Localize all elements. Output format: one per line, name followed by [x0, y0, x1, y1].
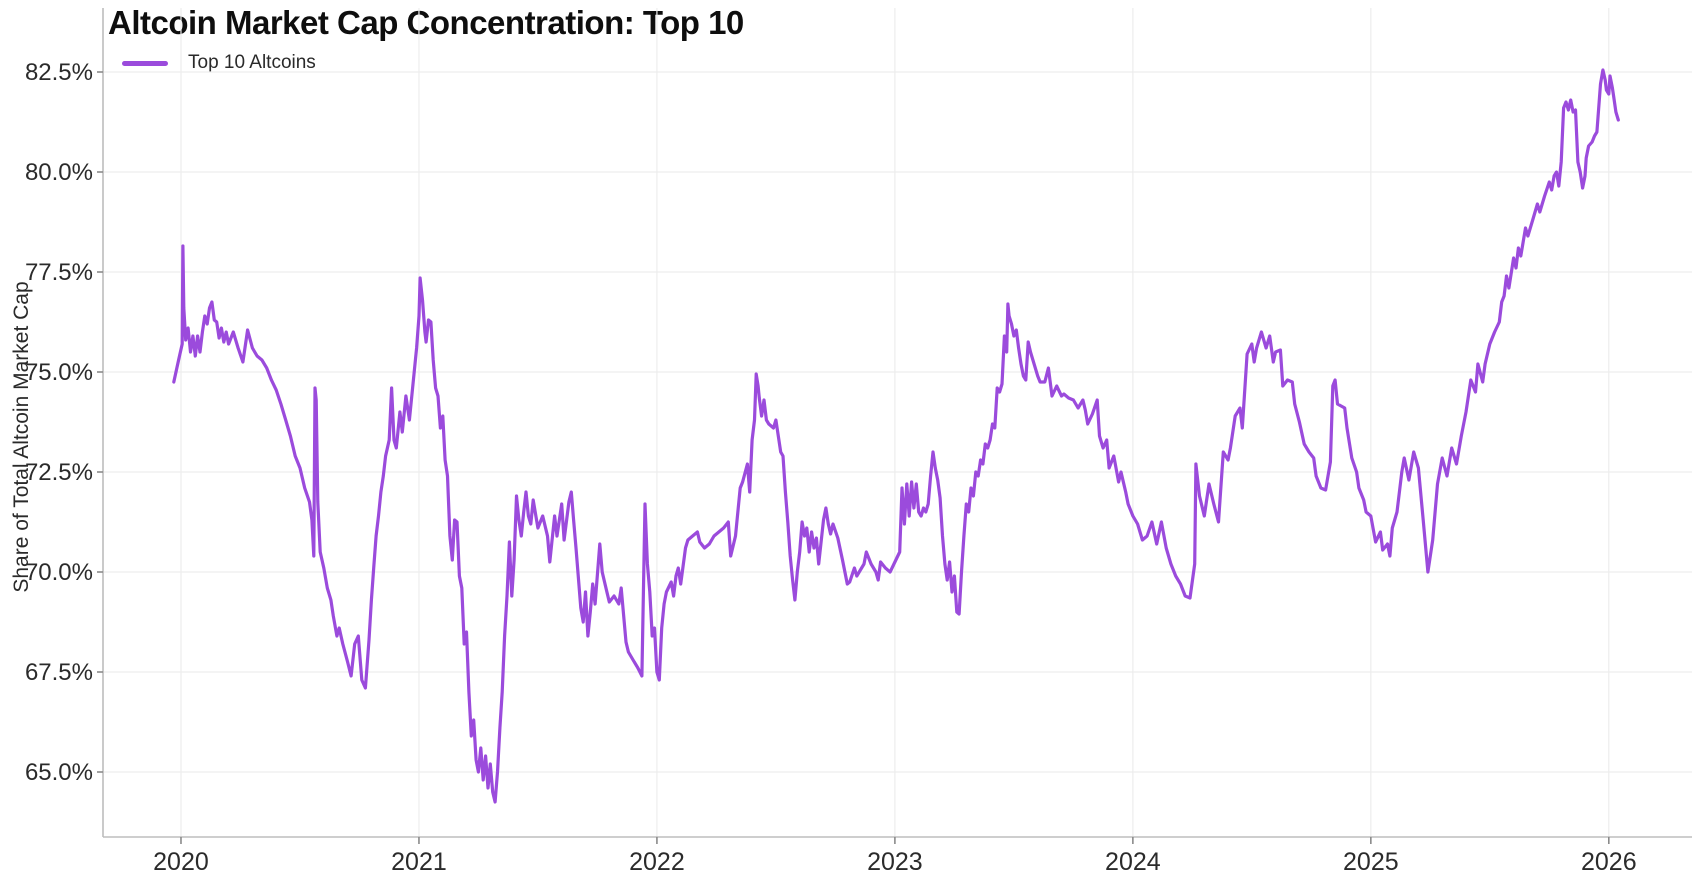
y-tick-label: 65.0%: [25, 759, 93, 786]
x-tick-label: 2026: [1581, 848, 1637, 874]
y-tick-label: 75.0%: [25, 359, 93, 386]
x-tick-label: 2022: [629, 848, 685, 874]
x-tick-label: 2025: [1343, 848, 1399, 874]
y-tick-label: 82.5%: [25, 59, 93, 86]
y-tick-label: 70.0%: [25, 559, 93, 586]
legend-line-swatch: [122, 60, 168, 66]
x-tick-label: 2024: [1105, 848, 1161, 874]
x-tick-label: 2023: [867, 848, 923, 874]
y-tick-label: 80.0%: [25, 159, 93, 186]
x-tick-label: 2021: [391, 848, 447, 874]
chart-title: Altcoin Market Cap Concentration: Top 10: [108, 4, 744, 41]
line-series: [172, 68, 1620, 804]
legend: Top 10 Altcoins: [122, 52, 316, 74]
y-tick-label: 77.5%: [25, 259, 93, 286]
x-tick-label: 2020: [153, 848, 209, 874]
y-tick-label: 67.5%: [25, 659, 93, 686]
y-tick-label: 72.5%: [25, 459, 93, 486]
legend-label: Top 10 Altcoins: [188, 52, 316, 73]
